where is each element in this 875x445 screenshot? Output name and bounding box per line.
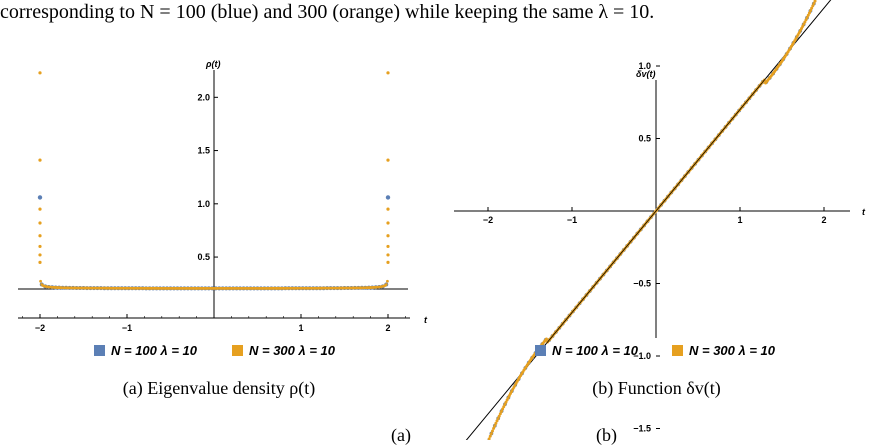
edge-point-a <box>38 253 41 256</box>
x-tick-label-b: 2 <box>821 215 826 225</box>
edge-outlier-a <box>386 159 389 162</box>
bottom-cut-line: (a) (b) <box>0 425 875 445</box>
edge-point-a <box>38 221 41 224</box>
edge-point-a <box>38 234 41 237</box>
edge-point-a <box>386 234 389 237</box>
y-axis-label-a: ρ(t) <box>205 59 220 69</box>
x-axis-label-b: t <box>862 207 866 217</box>
x-tick-label-b: 1 <box>737 215 742 225</box>
legend-label-orange-a: N = 300 λ = 10 <box>249 343 336 358</box>
x-tick-label-a: −2 <box>35 323 45 333</box>
y-tick-label-a: 1.5 <box>197 146 210 156</box>
y-tick-label-a: 1.0 <box>197 199 210 209</box>
x-tick-label-a: 2 <box>385 323 390 333</box>
x-tick-label-b: −2 <box>483 215 493 225</box>
edge-point-a <box>386 245 389 248</box>
x-axis-label-a: t <box>424 315 428 325</box>
edge-outlier-a <box>38 159 41 162</box>
y-tick-label-b: −0.5 <box>633 279 651 289</box>
data-point-a-n300 <box>385 283 388 286</box>
x-tick-label-a: −1 <box>122 323 132 333</box>
legend-b: N = 100 λ = 10 N = 300 λ = 10 <box>535 343 776 358</box>
data-point-a-n300 <box>39 280 42 283</box>
legend-label-blue-a: N = 100 λ = 10 <box>111 343 198 358</box>
data-point-a-n300 <box>386 280 389 283</box>
caption-a: (a) Eigenvalue density ρ(t) <box>0 378 438 399</box>
edge-point-a <box>386 208 389 211</box>
edge-outlier-a <box>38 195 42 199</box>
edge-outlier-a <box>386 195 390 199</box>
legend-swatch-orange-a <box>232 345 243 356</box>
edge-point-a <box>38 261 41 264</box>
x-tick-label-b: −1 <box>567 215 577 225</box>
bottom-fragment-b: (b) <box>596 425 617 445</box>
x-tick-label-a: 1 <box>298 323 303 333</box>
edge-outlier-a <box>38 71 41 74</box>
y-tick-label-b: 0.5 <box>638 134 651 144</box>
y-tick-label-a: 0.5 <box>197 252 210 262</box>
y-tick-label-a: 2.0 <box>197 92 210 102</box>
legend-swatch-blue-b <box>535 345 546 356</box>
bottom-fragment-a: (a) <box>391 425 411 445</box>
edge-point-a <box>386 253 389 256</box>
legend-swatch-blue-a <box>94 345 105 356</box>
edge-point-a <box>38 245 41 248</box>
edge-outlier-a <box>386 71 389 74</box>
legend-label-blue-b: N = 100 λ = 10 <box>552 343 639 358</box>
y-tick-label-b: 1.0 <box>638 61 651 71</box>
legend-a: N = 100 λ = 10 N = 300 λ = 10 <box>94 343 336 358</box>
caption-b: (b) Function δv(t) <box>438 378 875 399</box>
legend-label-orange-b: N = 300 λ = 10 <box>689 343 776 358</box>
edge-point-a <box>386 221 389 224</box>
edge-point-a <box>38 208 41 211</box>
legend-swatch-orange-b <box>672 345 683 356</box>
edge-point-a <box>386 261 389 264</box>
